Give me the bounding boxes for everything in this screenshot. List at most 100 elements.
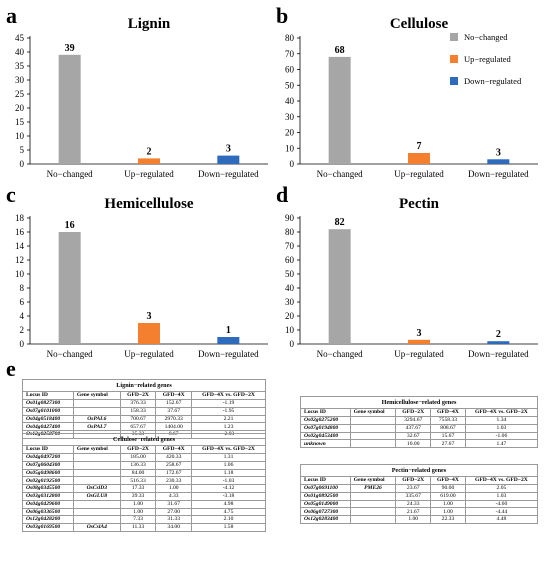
panel-label-b: b bbox=[276, 3, 289, 28]
hemicellulose-table-header-cell: Gene symbol bbox=[349, 408, 397, 417]
pectin-table-header-row: Locus ID Gene symbol GFD−2X GFD−4X GFD−4X vs… bbox=[300, 476, 539, 485]
gene-symbol-cell bbox=[72, 460, 121, 470]
hemicellulose-ytick-label: 10 bbox=[15, 269, 25, 279]
lignin-table-header-cell: Locus ID bbox=[22, 391, 74, 400]
hemicellulose-ytick-label: 0 bbox=[20, 339, 25, 349]
pectin-ytick-label: 80 bbox=[285, 227, 295, 237]
value-cell: 1.00 bbox=[395, 515, 432, 524]
cellulose-data-label-down-regulated: 3 bbox=[496, 147, 501, 158]
pectin-xtick-label-up-regulated: Up−regulated bbox=[394, 349, 444, 359]
lignin-table-header-cell: GFD−4X bbox=[155, 391, 193, 400]
locus-id-cell: Os06g0336500 bbox=[22, 507, 74, 517]
table-row: Os01g0827300 376.33 152.67 -1.19 bbox=[22, 398, 266, 408]
table-row: Os05g0149000 24.33 1.00 -4.60 bbox=[300, 499, 539, 509]
table-row: Os05g0498600 84.00 172.67 1.18 bbox=[22, 468, 266, 478]
hemicellulose-ytick-label: 4 bbox=[20, 311, 25, 321]
panel-label-a: a bbox=[6, 3, 17, 28]
value-cell: 34.00 bbox=[155, 523, 193, 532]
pectin-ytick-label: 60 bbox=[285, 255, 295, 265]
legend-swatch-down-regulated bbox=[450, 77, 458, 85]
lignin-ytick-label: 10 bbox=[15, 131, 25, 141]
locus-id-cell: Os08g0345500 bbox=[22, 484, 74, 493]
lignin-bar-no-changed bbox=[58, 54, 81, 164]
value-cell: 1404.00 bbox=[155, 422, 193, 432]
hemicellulose-bar-no-changed bbox=[58, 232, 81, 344]
pectin-table-header-cell: GFD−2X bbox=[395, 476, 432, 485]
cellulose-bar-no-changed bbox=[328, 56, 351, 164]
pectin-chart-title: Pectin bbox=[399, 196, 440, 212]
locus-id-cell: Os02g0192500 bbox=[22, 476, 74, 486]
hemicellulose-data-label-up-regulated: 3 bbox=[147, 311, 152, 322]
value-cell: 21.67 bbox=[395, 507, 432, 517]
value-cell: 335.67 bbox=[395, 491, 432, 501]
legend-item-no-changed: No−changed bbox=[450, 26, 521, 48]
gene-symbol-cell: OsPAL6 bbox=[72, 414, 121, 424]
cellulose-data-label-no-changed: 68 bbox=[335, 45, 345, 56]
value-cell: 15.67 bbox=[430, 431, 466, 441]
value-cell: 3294.67 bbox=[395, 415, 432, 425]
lignin-ytick-label: 30 bbox=[15, 75, 25, 85]
legend-label-no-changed: No−changed bbox=[464, 32, 508, 42]
value-cell: 37.67 bbox=[155, 406, 193, 416]
lignin-ytick-label: 25 bbox=[15, 89, 25, 99]
value-cell: 22.33 bbox=[430, 515, 466, 524]
gene-symbol-cell: OsGLU8 bbox=[72, 491, 121, 501]
table-row: Os04g0497200 185.00 420.33 1.31 bbox=[22, 452, 266, 462]
value-cell: 230.33 bbox=[155, 476, 193, 486]
chart-legend: No−changed Up−regulated Down−regulated bbox=[450, 26, 521, 92]
lignin-data-label-no-changed: 39 bbox=[65, 43, 75, 54]
value-cell: 10.00 bbox=[395, 439, 432, 449]
value-cell: 1.00 bbox=[119, 499, 157, 509]
locus-id-cell: Os01g0892500 bbox=[300, 491, 351, 501]
table-row: Os03g0312800 OsGLU8 39.33 4.33 -3.18 bbox=[22, 491, 266, 501]
pectin-ytick-label: 10 bbox=[285, 325, 295, 335]
pectin-table-caption: Pectin−related genes bbox=[300, 463, 538, 478]
value-cell: 4.33 bbox=[155, 491, 193, 501]
gene-symbol-cell bbox=[349, 507, 397, 517]
table-row: Os06g0727300 21.67 1.00 -4.44 bbox=[300, 507, 539, 517]
lignin-ytick-label: 0 bbox=[20, 159, 25, 169]
gene-symbol-cell: OsCslD3 bbox=[72, 484, 121, 493]
pectin-ytick-label: 0 bbox=[290, 339, 295, 349]
value-cell: -4.12 bbox=[191, 484, 266, 493]
hemicellulose-ytick-label: 8 bbox=[20, 283, 25, 293]
lignin-table-header-cell: GFD−2X bbox=[119, 391, 157, 400]
gene-symbol-cell bbox=[72, 406, 121, 416]
cellulose-xtick-label-down-regulated: Down−regulated bbox=[468, 169, 529, 179]
pectin-ytick-label: 90 bbox=[285, 213, 295, 223]
hemicellulose-xtick-label-down-regulated: Down−regulated bbox=[198, 349, 259, 359]
value-cell: 2.21 bbox=[191, 414, 266, 424]
hemicellulose-table-header-cell: GFD−4X vs. GFD−2X bbox=[464, 408, 539, 417]
cellulose-ytick-label: 10 bbox=[285, 143, 295, 153]
cellulose-ytick-label: 20 bbox=[285, 128, 295, 138]
pectin-ytick-label: 40 bbox=[285, 283, 295, 293]
value-cell: 31.67 bbox=[155, 499, 193, 509]
chart-cellulose: Cellulose 0 10 20 30 40 50 60 70 80 68 No−changed 7 U… bbox=[285, 16, 538, 179]
panel-label-e: e bbox=[6, 356, 16, 381]
value-cell: 32.67 bbox=[395, 431, 432, 441]
value-cell: 39.33 bbox=[119, 491, 157, 501]
locus-id-cell: Os07g0604300 bbox=[22, 460, 74, 470]
value-cell: 1.34 bbox=[464, 415, 539, 425]
locus-id-cell: Os04g0518400 bbox=[22, 414, 74, 424]
table-row: Os03g0169500 OsCslA4 11.33 34.00 1.58 bbox=[22, 523, 266, 532]
gene-symbol-cell bbox=[349, 499, 397, 509]
chart-lignin: Lignin 0 5 10 15 20 25 30 35 40 45 39 No−changed 2 Up−… bbox=[15, 16, 268, 179]
lignin-data-label-down-regulated: 3 bbox=[226, 144, 231, 155]
gene-symbol-cell: OsPAL7 bbox=[72, 422, 121, 432]
value-cell: 4.98 bbox=[191, 499, 266, 509]
hemicellulose-table-caption-row: Hemicellulose−related genes bbox=[300, 395, 538, 410]
value-cell: 84.00 bbox=[119, 468, 157, 478]
cellulose-table-header-cell: Locus ID bbox=[22, 445, 74, 454]
locus-id-cell: Os02g0275200 bbox=[300, 415, 351, 425]
lignin-ytick-label: 45 bbox=[15, 33, 25, 43]
value-cell: 4.75 bbox=[191, 507, 266, 517]
cellulose-ytick-label: 0 bbox=[290, 159, 295, 169]
pectin-table-caption-row: Pectin−related genes bbox=[300, 463, 538, 478]
panel-label-c: c bbox=[6, 182, 16, 207]
value-cell: 1.03 bbox=[464, 423, 539, 433]
hemicellulose-data-label-down-regulated: 1 bbox=[226, 325, 231, 336]
lignin-table-caption-row: Lignin−related genes bbox=[22, 378, 266, 393]
cellulose-data-label-up-regulated: 7 bbox=[417, 141, 422, 152]
table-row: Os12g0283400 1.00 22.33 4.48 bbox=[300, 515, 539, 524]
